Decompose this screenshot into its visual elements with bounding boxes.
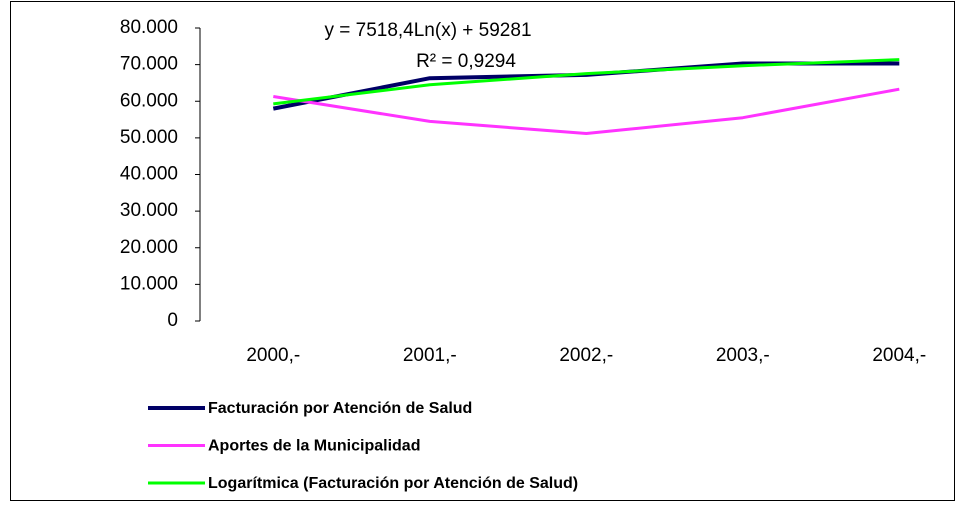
y-tick-label: 50.000: [120, 127, 178, 148]
y-tick-label: 80.000: [120, 17, 178, 38]
legend-label: Logarítmica (Facturación por Atención de…: [208, 475, 578, 492]
series-line: [273, 87, 900, 135]
trend-equation: y = 7518,4Ln(x) + 59281: [324, 20, 531, 41]
y-tick-label: 70.000: [120, 54, 178, 75]
series-line: [273, 58, 900, 106]
x-tick-label: 2003,-: [716, 345, 770, 366]
legend-label: Facturación por Atención de Salud: [208, 400, 472, 417]
x-tick-label: 2004,-: [872, 345, 926, 366]
x-tick-label: 2000,-: [246, 345, 300, 366]
y-tick-label: 30.000: [120, 200, 178, 221]
x-tick-label: 2001,-: [403, 345, 457, 366]
y-tick-label: 40.000: [120, 164, 178, 185]
y-tick-label: 20.000: [120, 237, 178, 258]
y-tick-label: 10.000: [120, 273, 178, 294]
y-tick-label: 0: [167, 310, 178, 331]
x-tick-label: 2002,-: [559, 345, 613, 366]
r-squared: R² = 0,9294: [416, 51, 516, 72]
chart-frame: [10, 1, 955, 501]
legend-label: Aportes de la Municipalidad: [208, 438, 420, 455]
y-tick-label: 60.000: [120, 90, 178, 111]
